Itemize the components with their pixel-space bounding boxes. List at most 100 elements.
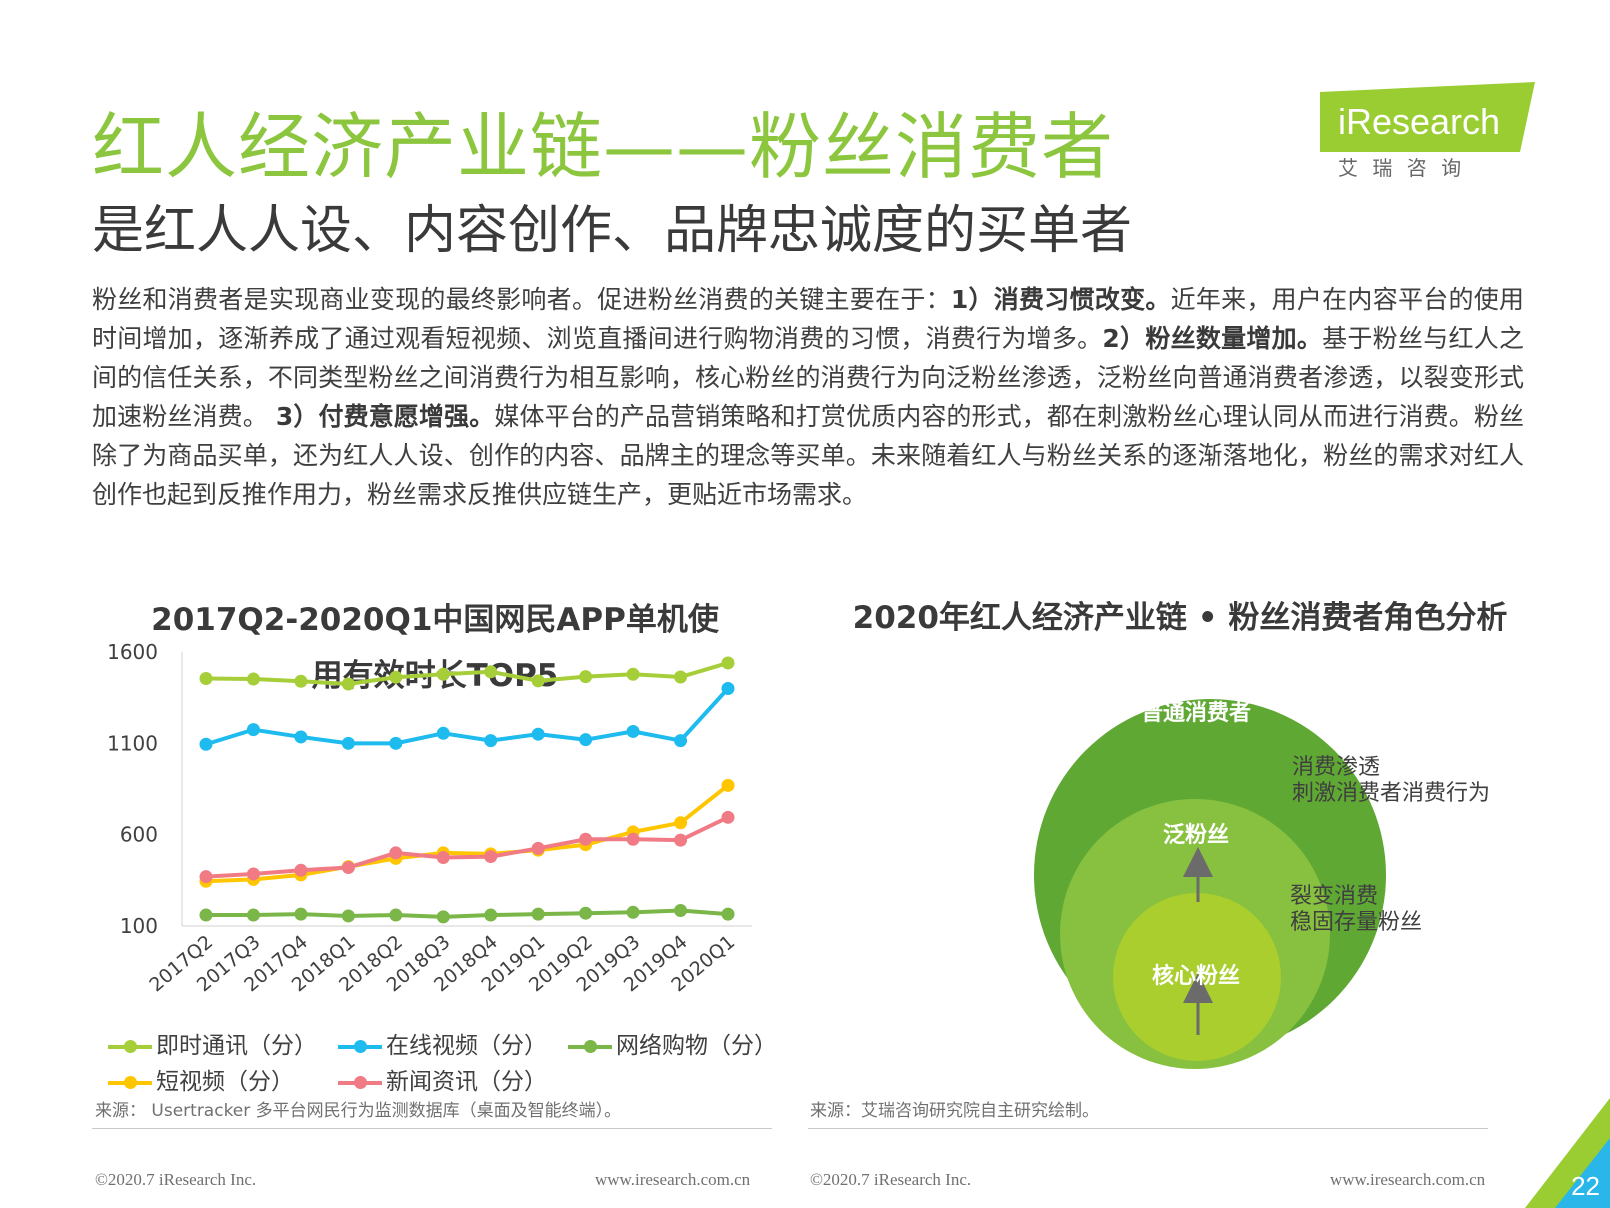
footer-divider-right — [808, 1128, 1488, 1129]
data-point — [626, 667, 640, 681]
series-line — [206, 908, 729, 919]
legend-item: 在线视频（分） — [338, 1026, 547, 1060]
data-point — [199, 870, 213, 884]
label-core-fans: 核心粉丝 — [1152, 963, 1240, 989]
data-point — [531, 907, 545, 921]
intro-paragraph: 粉丝和消费者是实现商业变现的最终影响者。促进粉丝消费的关键主要在于：1）消费习惯… — [92, 280, 1524, 514]
data-point — [626, 905, 640, 919]
annotation-stimulate: 刺激消费者消费行为 — [1292, 781, 1490, 806]
data-point — [246, 867, 260, 881]
data-point — [484, 734, 498, 748]
logo-text: iResearch — [1338, 101, 1500, 142]
data-point — [341, 736, 355, 750]
data-point — [389, 908, 403, 922]
annotation-penetration: 消费渗透 — [1292, 755, 1380, 780]
data-point — [341, 909, 355, 923]
legend-item: 即时通讯（分） — [108, 1026, 317, 1060]
annotation-fission: 裂变消费 — [1290, 884, 1378, 909]
legend-swatch-icon — [338, 1039, 382, 1053]
data-point — [294, 907, 308, 921]
data-point — [389, 736, 403, 750]
legend-item: 短视频（分） — [108, 1062, 294, 1096]
intro-text-1: 粉丝和消费者是实现商业变现的最终影响者。促进粉丝消费的关键主要在于： — [92, 285, 951, 314]
intro-text-3: 基于粉丝与红人之间的信任关系，不同类型粉丝之间消费行为相互影响，核心粉丝的消费行… — [92, 324, 1524, 431]
data-point — [484, 908, 498, 922]
legend-label: 即时通讯（分） — [156, 1033, 317, 1059]
iresearch-logo: iResearch 艾 瑞 咨 询 — [1320, 82, 1535, 180]
legend-item: 网络购物（分） — [568, 1026, 777, 1060]
data-point — [674, 734, 688, 748]
intro-key-3: 3）付费意愿增强。 — [275, 402, 495, 431]
data-point — [389, 670, 403, 684]
series-line — [205, 783, 730, 884]
data-point — [626, 724, 640, 738]
y-tick-label: 100 — [120, 914, 158, 938]
page-subtitle: 是红人人设、内容创作、品牌忠诚度的买单者 — [92, 201, 1133, 261]
logo-subtext: 艾 瑞 咨 询 — [1338, 156, 1465, 180]
footer-copyright-right: ©2020.7 iResearch Inc. — [810, 1170, 972, 1189]
data-point — [721, 682, 735, 696]
y-tick-label: 1600 — [107, 640, 158, 664]
label-general-fans: 泛粉丝 — [1163, 822, 1229, 848]
data-point — [246, 908, 260, 922]
series-line — [205, 815, 729, 879]
data-point — [294, 863, 308, 877]
data-point — [674, 816, 688, 830]
annotation-stabilize: 稳固存量粉丝 — [1290, 910, 1422, 935]
label-regular-consumers: 普通消费者 — [1141, 700, 1251, 726]
data-point — [199, 671, 213, 685]
intro-text-4: 媒体平台的产品营销策略和打赏优质内容的形式，都在刺激粉丝心理认同从而进行消费。粉… — [92, 402, 1524, 509]
source-right: 来源：艾瑞咨询研究院自主研究绘制。 — [810, 1101, 1099, 1121]
intro-key-1: 1）消费习惯改变。 — [950, 285, 1171, 314]
data-point — [246, 723, 260, 737]
data-point — [579, 670, 593, 684]
intro-text-2: 近年来，用户在内容平台的使用时间增加，逐渐养成了通过观看短视频、浏览直播间进行购… — [92, 285, 1524, 353]
data-point — [294, 730, 308, 744]
data-point — [436, 851, 450, 864]
data-point — [626, 832, 640, 846]
legend-item: 新闻资讯（分） — [338, 1062, 547, 1096]
data-point — [436, 726, 450, 740]
line-chart: 160011006001002017Q22017Q32017Q42018Q120… — [107, 640, 752, 996]
data-point — [579, 832, 593, 846]
data-point — [246, 672, 260, 686]
source-left: 来源： Usertracker 多平台网民行为监测数据库（桌面及智能终端）。 — [95, 1101, 622, 1121]
data-point — [389, 846, 403, 860]
data-point — [484, 850, 498, 864]
data-point — [721, 778, 735, 792]
footer-divider-left — [92, 1128, 772, 1129]
intro-key-2: 2）粉丝数量增加。 — [1102, 324, 1323, 353]
data-point — [341, 861, 355, 875]
fan-role-diagram: 普通消费者 泛粉丝 核心粉丝 消费渗透 刺激消费者消费行为 裂变消费 稳固存量粉… — [1034, 699, 1490, 1069]
data-point — [436, 910, 450, 924]
legend-label: 在线视频（分） — [386, 1033, 547, 1059]
footer-website-right: www.iresearch.com.cn — [1330, 1170, 1486, 1189]
data-point — [531, 841, 545, 855]
data-point — [721, 907, 735, 921]
data-point — [579, 906, 593, 920]
corner-decoration — [1525, 1098, 1610, 1208]
series-line — [205, 687, 730, 747]
y-tick-label: 1100 — [107, 731, 158, 755]
legend-swatch-icon — [568, 1039, 612, 1053]
page-number: 22 — [1571, 1171, 1600, 1201]
data-point — [199, 737, 213, 751]
legend-swatch-icon — [108, 1039, 152, 1053]
data-point — [579, 733, 593, 747]
legend-label: 短视频（分） — [156, 1069, 294, 1095]
data-point — [531, 727, 545, 741]
data-point — [674, 670, 688, 684]
data-point — [674, 903, 688, 917]
logo-background — [1320, 82, 1535, 152]
legend-swatch-icon — [338, 1075, 382, 1089]
data-point — [721, 810, 735, 824]
footer-copyright-left: ©2020.7 iResearch Inc. — [95, 1170, 257, 1189]
page-title: 红人经济产业链——粉丝消费者 — [92, 105, 1115, 189]
data-point — [199, 908, 213, 922]
legend-label: 网络购物（分） — [616, 1033, 777, 1059]
y-tick-label: 600 — [120, 823, 158, 847]
legend-swatch-icon — [108, 1075, 152, 1089]
data-point — [341, 677, 355, 691]
data-point — [721, 656, 735, 670]
diagram-title: 2020年红人经济产业链 • 粉丝消费者角色分析 — [852, 600, 1508, 636]
